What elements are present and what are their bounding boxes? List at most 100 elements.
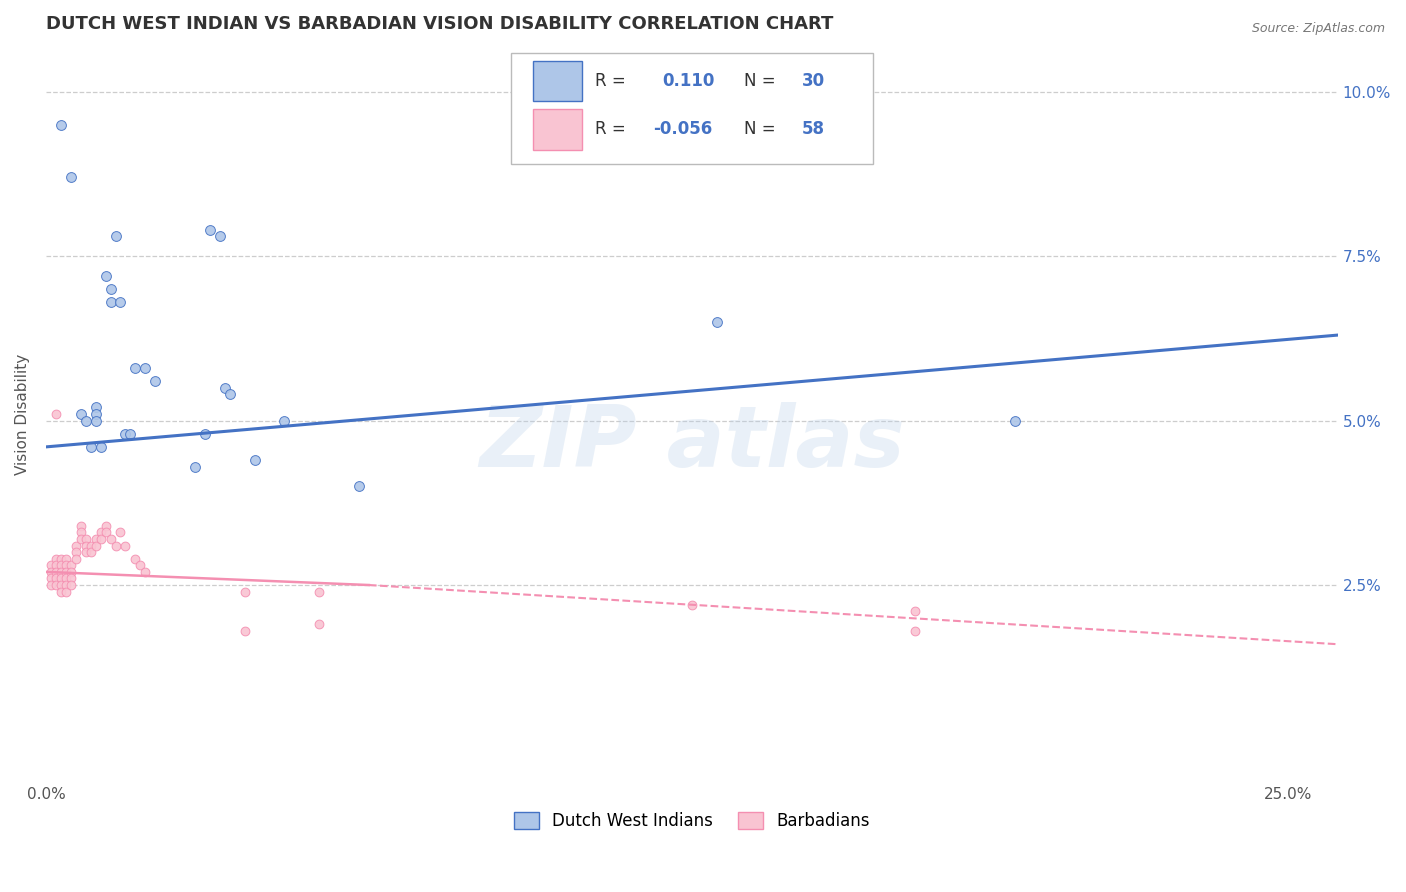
Point (706, 315, 728, 329)
Point (120, 426, 142, 441)
Text: DUTCH WEST INDIAN VS BARBADIAN VISION DISABILITY CORRELATION CHART: DUTCH WEST INDIAN VS BARBADIAN VISION DI… (46, 15, 834, 33)
Point (49, 558, 72, 573)
Point (681, 598, 703, 612)
Point (84, 539, 107, 553)
Point (84, 407, 107, 421)
Point (198, 223, 221, 237)
Point (45, 407, 67, 421)
Point (59, 558, 82, 573)
Point (214, 381, 236, 395)
Point (94, 518, 117, 533)
Point (49, 571, 72, 585)
Text: R =: R = (595, 72, 626, 90)
Text: 0.110: 0.110 (662, 72, 714, 90)
Point (59, 578, 82, 592)
Point (65, 539, 87, 553)
Point (184, 459, 207, 474)
Point (84, 414, 107, 428)
Point (129, 558, 152, 573)
Point (55, 558, 77, 573)
Text: -0.056: -0.056 (654, 120, 713, 138)
Point (55, 565, 77, 579)
Point (94, 268, 117, 283)
Point (65, 551, 87, 566)
FancyBboxPatch shape (533, 61, 582, 101)
Point (90, 532, 112, 546)
Point (218, 387, 240, 401)
Point (69, 525, 91, 540)
Point (69, 407, 91, 421)
Point (39, 565, 62, 579)
Point (94, 525, 117, 540)
Point (84, 532, 107, 546)
Point (75, 539, 97, 553)
Point (45, 551, 67, 566)
Point (1004, 414, 1026, 428)
Point (80, 545, 103, 559)
Point (39, 571, 62, 585)
Point (124, 551, 146, 566)
Point (104, 229, 127, 244)
Point (49, 578, 72, 592)
Point (110, 525, 132, 540)
Text: 30: 30 (801, 72, 825, 90)
Point (45, 571, 67, 585)
Point (114, 426, 136, 441)
Point (143, 374, 166, 388)
Point (69, 518, 91, 533)
Point (104, 539, 127, 553)
Point (55, 551, 77, 566)
Point (100, 282, 122, 296)
Point (308, 617, 330, 632)
Point (59, 565, 82, 579)
Text: N =: N = (744, 72, 775, 90)
Y-axis label: Vision Disability: Vision Disability (15, 353, 30, 475)
Text: 58: 58 (801, 120, 825, 138)
Point (243, 453, 266, 467)
Point (90, 440, 112, 454)
Point (90, 525, 112, 540)
Point (110, 295, 132, 310)
Point (233, 624, 256, 638)
Point (904, 604, 927, 618)
Point (59, 571, 82, 585)
Point (80, 539, 103, 553)
Point (84, 401, 107, 415)
Text: N =: N = (744, 120, 775, 138)
Point (55, 584, 77, 599)
Point (65, 545, 87, 559)
Text: Source: ZipAtlas.com: Source: ZipAtlas.com (1251, 22, 1385, 36)
Point (55, 578, 77, 592)
Point (134, 565, 156, 579)
FancyBboxPatch shape (533, 109, 582, 150)
Point (134, 361, 156, 376)
Point (49, 551, 72, 566)
FancyBboxPatch shape (510, 53, 873, 163)
Point (55, 571, 77, 585)
Point (100, 295, 122, 310)
Point (49, 584, 72, 599)
Point (69, 532, 91, 546)
Point (347, 479, 370, 493)
Point (39, 558, 62, 573)
Text: R =: R = (595, 120, 626, 138)
Point (114, 539, 136, 553)
Point (194, 426, 217, 441)
Point (308, 584, 330, 599)
Point (45, 565, 67, 579)
Point (45, 578, 67, 592)
Point (39, 578, 62, 592)
Point (273, 414, 295, 428)
Point (100, 532, 122, 546)
Text: ZIP atlas: ZIP atlas (479, 402, 904, 485)
Point (208, 229, 231, 244)
Legend: Dutch West Indians, Barbadians: Dutch West Indians, Barbadians (508, 805, 876, 837)
Point (49, 565, 72, 579)
Point (80, 440, 103, 454)
Point (75, 414, 97, 428)
Point (59, 170, 82, 185)
Point (75, 532, 97, 546)
Point (75, 545, 97, 559)
Point (45, 558, 67, 573)
Point (904, 624, 927, 638)
